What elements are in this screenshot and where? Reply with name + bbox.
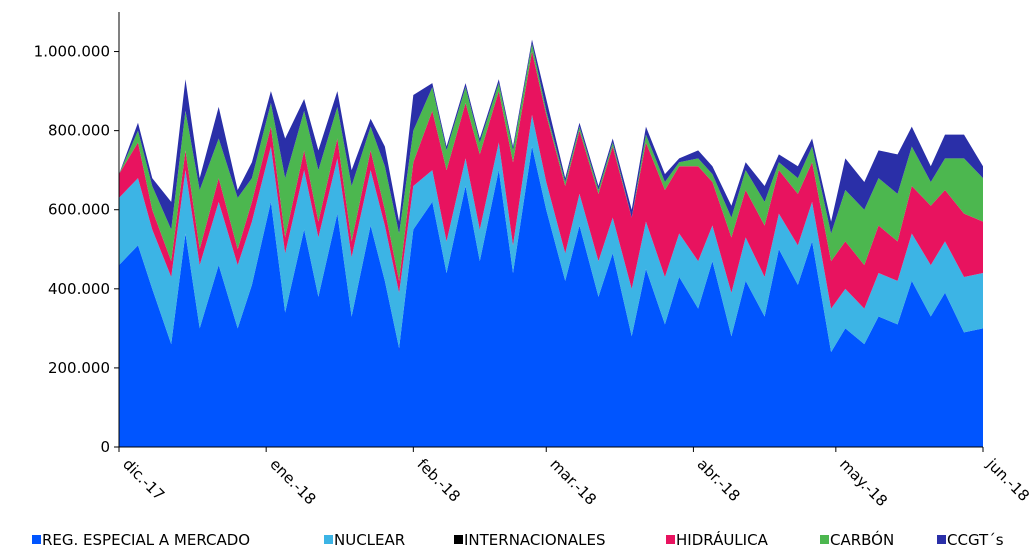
- area-series-5: [119, 39, 983, 234]
- x-tick-label: dic.-17: [119, 455, 168, 504]
- x-tick-label: ene.-18: [266, 455, 319, 508]
- legend-swatch: [820, 535, 829, 544]
- legend-swatch: [937, 535, 946, 544]
- x-tick-label: may.-18: [836, 455, 891, 510]
- x-tick-label: jun.-18: [982, 454, 1033, 505]
- area-series-4: [119, 43, 983, 281]
- y-tick-label: 200.000: [48, 359, 110, 377]
- legend-swatch: [454, 535, 463, 544]
- legend-label: CARBÓN: [830, 530, 894, 549]
- x-tick-label: mar.-18: [546, 455, 600, 509]
- area-series-0: [119, 146, 983, 447]
- y-tick-label: 1.000.000: [34, 43, 110, 61]
- area-series-1: [119, 114, 983, 353]
- y-tick-label: 600.000: [48, 201, 110, 219]
- y-tick-label: 400.000: [48, 280, 110, 298]
- legend-swatch: [32, 535, 41, 544]
- legend-label: CCGT´s: [947, 531, 1004, 549]
- x-tick-label: feb.-18: [414, 455, 464, 505]
- legend-swatch: [666, 535, 675, 544]
- y-tick-label: 800.000: [48, 122, 110, 140]
- area-series-3: [119, 51, 983, 309]
- y-tick-label: 0: [100, 438, 110, 456]
- legend-label: REG. ESPECIAL A MERCADO: [42, 531, 250, 549]
- x-tick-label: abr.-18: [694, 455, 744, 505]
- legend-swatch: [324, 535, 333, 544]
- legend-label: INTERNACIONALES: [464, 531, 605, 549]
- legend-label: NUCLEAR: [334, 531, 405, 549]
- legend-label: HIDRÁULICA: [676, 530, 769, 549]
